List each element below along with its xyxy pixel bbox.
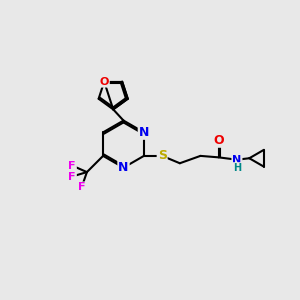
Text: O: O [213,134,224,147]
Text: N: N [232,155,242,165]
Text: F: F [78,182,85,192]
Text: N: N [139,126,149,139]
Text: N: N [118,161,129,174]
Text: S: S [158,149,167,162]
Text: F: F [68,172,76,182]
Text: H: H [233,163,241,173]
Text: F: F [68,160,76,171]
Text: O: O [100,77,109,87]
